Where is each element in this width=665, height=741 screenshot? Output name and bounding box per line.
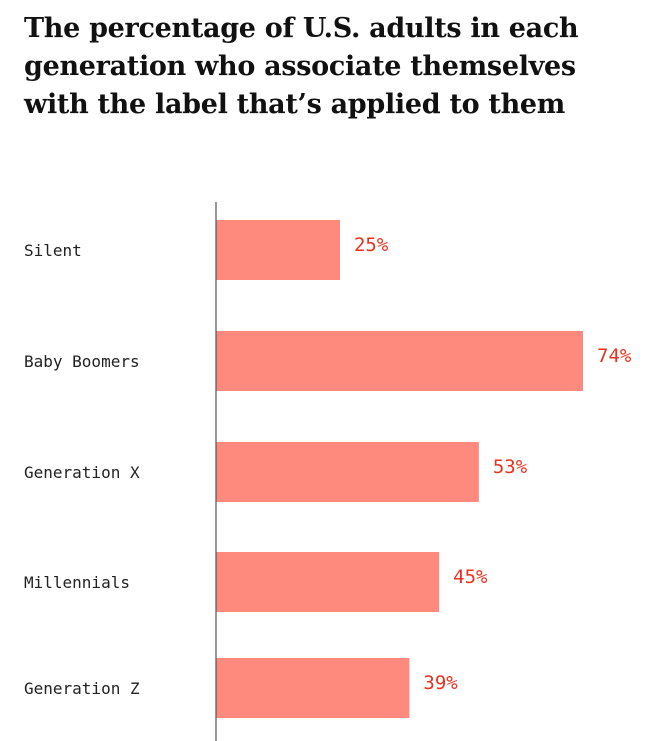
data-label: 39% <box>423 672 458 694</box>
bar <box>216 331 583 391</box>
bar-group-3: Millennials 45% <box>24 552 488 612</box>
bar <box>216 552 440 612</box>
category-label: Generation Z <box>24 679 140 698</box>
data-label: 74% <box>597 345 632 367</box>
data-label: 25% <box>354 234 389 256</box>
category-label: Baby Boomers <box>24 352 140 371</box>
bar <box>216 658 410 718</box>
bar-group-4: Generation Z 39% <box>24 658 458 718</box>
bar <box>216 442 479 502</box>
chart-title: The percentage of U.S. adults in each ge… <box>24 13 579 120</box>
bar-group-0: Silent 25% <box>24 220 389 280</box>
bar-group-1: Baby Boomers 74% <box>24 331 632 391</box>
category-label: Silent <box>24 241 82 260</box>
category-label: Generation X <box>24 463 140 482</box>
data-label: 53% <box>493 456 528 478</box>
bar <box>216 220 340 280</box>
category-label: Millennials <box>24 573 130 592</box>
data-label: 45% <box>453 566 488 588</box>
bar-group-2: Generation X 53% <box>24 442 528 502</box>
